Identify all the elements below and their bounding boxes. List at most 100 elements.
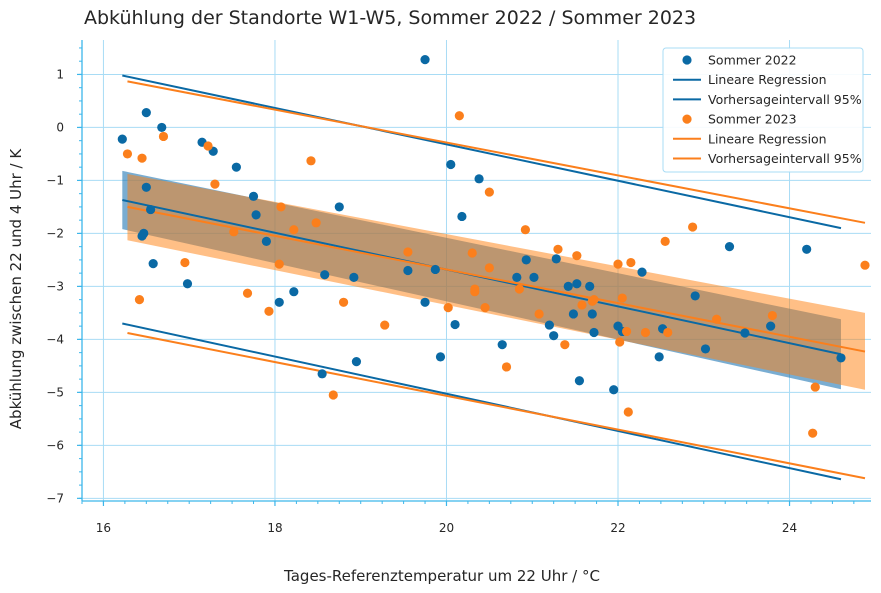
legend-entry-regression: Lineare Regression xyxy=(708,72,827,87)
chart-title: Abkühlung der Standorte W1-W5, Sommer 20… xyxy=(84,7,696,29)
data-point xyxy=(544,320,554,330)
data-point xyxy=(640,327,651,338)
y-tick-label: −3 xyxy=(46,279,64,293)
data-point xyxy=(157,122,167,133)
legend-entry-prediction: Vorhersageintervall 95% xyxy=(708,151,862,166)
data-point xyxy=(306,156,316,166)
data-point xyxy=(349,272,359,282)
data-point xyxy=(654,352,664,362)
data-point xyxy=(521,255,531,265)
data-point xyxy=(289,287,299,297)
data-point xyxy=(551,254,561,264)
data-point xyxy=(563,281,573,291)
data-points xyxy=(117,55,870,438)
legend-box xyxy=(662,47,864,173)
y-tick-label: 1 xyxy=(56,67,64,81)
data-point xyxy=(808,428,818,438)
data-point xyxy=(484,263,494,273)
data-point xyxy=(512,272,522,282)
data-point xyxy=(317,369,327,379)
data-point xyxy=(520,225,530,235)
regression-lines xyxy=(122,74,866,481)
legend-entry-series: Sommer 2023 xyxy=(708,112,797,127)
data-point xyxy=(117,134,127,144)
data-point xyxy=(141,182,151,192)
data-point xyxy=(450,319,460,330)
data-point xyxy=(180,257,190,268)
data-point xyxy=(420,297,430,307)
data-point xyxy=(529,272,539,282)
data-point xyxy=(122,149,133,159)
data-point xyxy=(248,191,259,201)
data-point xyxy=(577,300,587,310)
legend-entry-prediction: Vorhersageintervall 95% xyxy=(708,92,862,107)
data-point xyxy=(470,287,480,297)
data-point xyxy=(139,228,149,239)
data-point xyxy=(134,295,145,305)
data-point xyxy=(430,264,440,275)
data-point xyxy=(203,141,213,151)
prediction-lower-line xyxy=(127,332,866,480)
data-point xyxy=(572,279,582,289)
data-point xyxy=(484,187,494,197)
data-point xyxy=(182,279,193,289)
data-point xyxy=(231,162,241,172)
y-tick-label: −2 xyxy=(46,226,64,240)
data-point xyxy=(229,227,239,237)
data-point xyxy=(623,407,633,417)
data-point xyxy=(860,260,870,270)
data-point xyxy=(474,174,484,184)
data-point xyxy=(585,281,595,291)
data-point xyxy=(137,153,147,163)
data-point xyxy=(712,314,722,324)
data-point xyxy=(613,259,623,269)
x-tick-label: 18 xyxy=(267,521,282,535)
data-point xyxy=(660,236,670,246)
data-point xyxy=(210,179,220,189)
legend-marker xyxy=(682,55,692,65)
x-tick-label: 22 xyxy=(610,521,625,535)
prediction-upper-line xyxy=(122,74,842,230)
prediction-upper-line xyxy=(127,80,866,224)
data-point xyxy=(626,257,636,268)
x-tick-label: 16 xyxy=(96,521,111,535)
confidence-bands xyxy=(122,170,865,390)
data-point xyxy=(568,309,579,319)
data-point xyxy=(420,55,430,65)
tick-labels: 16 18 20 22 24 1 0 −1 −2 −3 −4 −5 −6 −7 xyxy=(46,67,797,535)
data-point xyxy=(289,225,299,235)
data-point xyxy=(242,288,253,298)
data-point xyxy=(534,309,544,319)
data-point xyxy=(334,202,344,212)
data-point xyxy=(446,159,456,170)
data-point xyxy=(443,302,453,313)
data-point xyxy=(435,352,446,362)
data-point xyxy=(403,265,413,276)
data-point xyxy=(338,297,349,307)
data-point xyxy=(700,344,711,354)
x-tick-label: 24 xyxy=(782,521,797,535)
data-point xyxy=(454,111,464,121)
data-point xyxy=(497,340,507,350)
data-point xyxy=(553,244,563,254)
data-point xyxy=(146,204,156,215)
legend-entry-regression: Lineare Regression xyxy=(708,131,827,146)
y-tick-label: 0 xyxy=(56,120,64,134)
data-point xyxy=(836,353,846,363)
data-point xyxy=(514,284,524,294)
data-point xyxy=(501,362,512,372)
data-point xyxy=(380,320,390,330)
confidence-band xyxy=(127,174,865,390)
data-point xyxy=(311,218,321,228)
data-point xyxy=(637,267,647,277)
data-point xyxy=(663,327,673,338)
data-point xyxy=(320,270,330,280)
data-point xyxy=(261,236,271,246)
data-point xyxy=(351,357,362,367)
data-point xyxy=(690,291,700,301)
regression-line xyxy=(127,205,866,353)
data-point xyxy=(148,259,158,269)
data-point xyxy=(141,107,151,118)
data-point xyxy=(158,131,169,142)
